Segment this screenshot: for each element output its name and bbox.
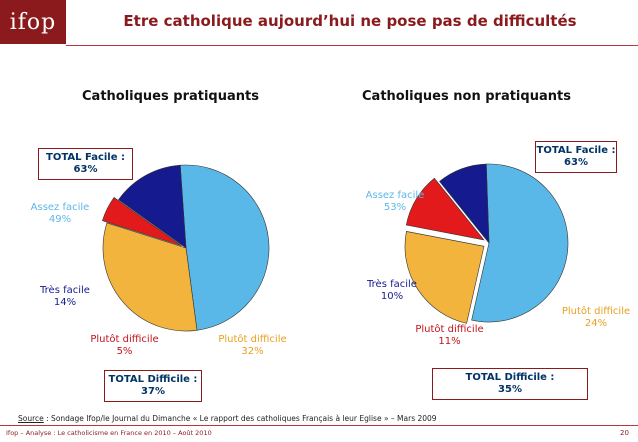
total-facile-right: TOTAL Facile : 63% [535,141,617,173]
total-value: 63% [73,164,98,175]
pie-slice [439,163,490,244]
header-rule [66,45,638,46]
total-label: TOTAL Difficile : [108,374,198,385]
total-facile-left: TOTAL Facile : 63% [38,148,133,180]
source-label: Source [18,414,44,423]
pie-slice [102,222,198,332]
label-name: Plutôt difficile [415,324,484,335]
chart-title-non-pratiquants: Catholiques non pratiquants [362,89,571,104]
label-right-assez-facile: Assez facile 53% [355,190,435,214]
label-right-plutot-difficile-orange: Plutôt difficile 24% [556,306,636,330]
total-label: TOTAL Difficile : [465,372,555,383]
label-left-tres-facile: Très facile 14% [25,285,105,309]
label-pct: 10% [380,291,404,302]
source-note: Source : Sondage Ifop/le Journal du Dima… [18,414,437,423]
pie-slice [102,197,182,247]
total-value: 35% [498,384,522,395]
page-number: 20 [620,429,629,437]
pie-slice [118,164,187,249]
label-name: Plutôt difficile [561,306,631,317]
label-left-assez-facile: Assez facile 49% [20,202,100,226]
label-name: Très facile [367,279,417,290]
ifop-logo: ifop [0,0,66,44]
label-name: Très facile [40,285,90,296]
footer-text: Ifop – Analyse : Le catholicisme en Fran… [6,429,212,437]
label-pct: 11% [438,336,461,347]
total-value: 37% [141,386,165,397]
pie-slice [179,164,270,331]
label-name: Assez facile [30,202,90,213]
label-left-plutot-difficile-red: Plutôt difficile 5% [82,334,167,358]
pie-slice [404,231,485,324]
chart-title-pratiquants: Catholiques pratiquants [82,89,259,104]
source-text: : Sondage Ifop/le Journal du Dimanche « … [43,414,437,423]
label-name: Plutôt difficile [218,334,287,345]
footer-rule [0,425,638,426]
label-left-plutot-difficile-orange: Plutôt difficile 32% [210,334,295,358]
label-name: Assez facile [365,190,425,201]
label-pct: 32% [241,346,264,357]
page-title: Etre catholique aujourd’hui ne pose pas … [123,12,577,30]
pie-slice [471,163,569,323]
total-difficile-left: TOTAL Difficile : 37% [104,370,202,402]
label-right-plutot-difficile-red: Plutôt difficile 11% [407,324,492,348]
label-pct: 14% [53,297,77,308]
label-pct: 24% [584,318,608,329]
label-pct: 53% [383,202,407,213]
label-pct: 5% [116,346,133,357]
label-pct: 49% [48,214,72,225]
label-name: Plutôt difficile [90,334,159,345]
label-right-tres-facile: Très facile 10% [352,279,432,303]
total-difficile-right: TOTAL Difficile : 35% [432,368,588,400]
total-value: 63% [564,157,588,168]
pie-slice [405,177,485,241]
total-label: TOTAL Facile : [46,152,125,163]
total-label: TOTAL Facile : [536,145,616,156]
